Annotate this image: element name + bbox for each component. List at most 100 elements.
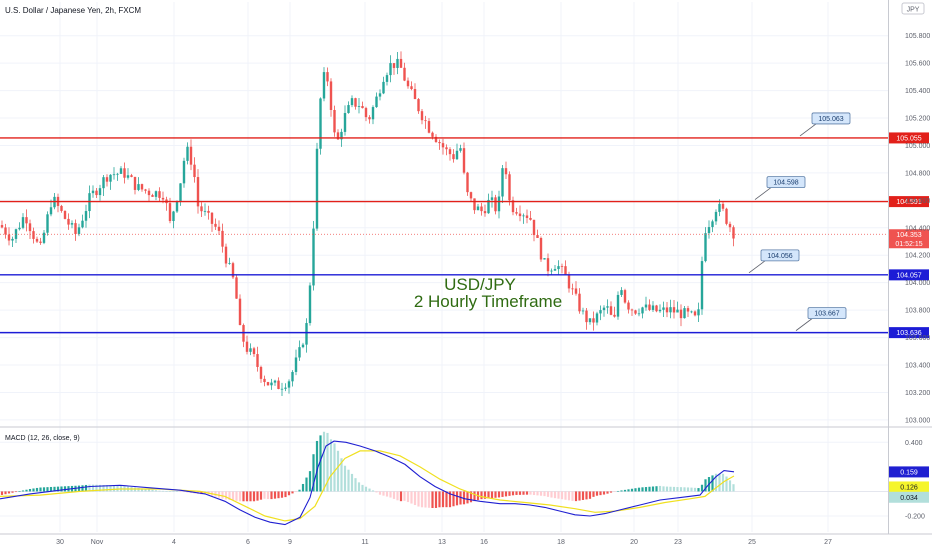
macd-histogram-bar <box>39 487 42 492</box>
macd-histogram-bar <box>665 486 669 492</box>
macd-histogram-bar <box>7 491 11 494</box>
macd-histogram-bar <box>357 482 361 492</box>
macd-histogram-bar <box>627 489 630 492</box>
macd-histogram-bar <box>585 491 588 500</box>
macd-histogram-bar <box>81 485 84 492</box>
candle-up <box>270 382 273 386</box>
candle-up <box>371 107 375 120</box>
currency-badge-box[interactable] <box>901 2 925 15</box>
candle-up <box>284 387 287 389</box>
candle-down <box>277 380 280 390</box>
candle-down <box>483 211 487 214</box>
candle-down <box>364 108 368 118</box>
macd-histogram-bar <box>319 435 322 492</box>
candle-down <box>7 234 11 241</box>
macd-histogram-bar <box>599 491 602 496</box>
candle-up <box>375 96 378 108</box>
annotation-timeframe: 2 Hourly Timeframe <box>414 292 562 311</box>
candle-up <box>459 148 462 151</box>
price-tick-label: 103.400 <box>905 363 930 370</box>
date-tick-label: 13 <box>438 539 446 546</box>
macd-histogram-bar <box>63 486 67 492</box>
macd-histogram-bar <box>459 491 462 505</box>
candle-down <box>326 72 329 82</box>
callout-label: 105.063 <box>818 116 843 123</box>
candle-up <box>550 270 553 272</box>
candle-up <box>294 357 298 372</box>
macd-histogram-bar <box>651 486 655 492</box>
candle-up <box>305 323 308 345</box>
macd-histogram-bar <box>522 491 525 495</box>
candle-down <box>361 106 364 109</box>
macd-histogram-bar <box>658 485 662 492</box>
date-tick-label: 25 <box>748 539 756 546</box>
price-tick-label: 105.400 <box>905 88 930 95</box>
macd-histogram-bar <box>697 488 700 492</box>
candle-up <box>658 309 662 312</box>
macd-histogram-bar <box>154 490 158 492</box>
macd-histogram-bar <box>242 491 245 502</box>
macd-histogram-bar <box>718 473 721 492</box>
candle-down <box>144 189 147 191</box>
candle-up <box>21 217 25 228</box>
macd-histogram-bar <box>480 491 483 500</box>
candle-up <box>315 148 319 229</box>
macd-histogram-bar <box>277 491 280 499</box>
macd-histogram-bar <box>700 484 704 492</box>
candle-up <box>18 227 21 230</box>
macd-histogram-bar <box>49 486 53 492</box>
macd-histogram-bar <box>378 491 382 495</box>
macd-histogram-bar <box>392 491 396 499</box>
candle-down <box>627 302 630 310</box>
macd-histogram-bar <box>298 489 301 492</box>
candle-down <box>567 274 571 289</box>
candle-down <box>494 197 497 212</box>
macd-histogram-bar <box>578 491 581 501</box>
macd-histogram-bar <box>315 440 319 492</box>
candle-down <box>368 117 371 120</box>
macd-histogram-bar <box>693 487 697 492</box>
level-axis-box <box>889 269 929 281</box>
candle-down <box>67 218 70 225</box>
candle-down <box>571 288 574 290</box>
candle-up <box>599 310 602 314</box>
candle-down <box>585 310 588 323</box>
date-tick-label: 6 <box>246 539 250 546</box>
macd-histogram-bar <box>557 491 560 499</box>
callout-box <box>766 176 806 188</box>
price-tick-label: 104.400 <box>905 225 930 232</box>
candle-up <box>644 304 648 308</box>
date-tick-label: 30 <box>56 539 64 546</box>
candle-down <box>217 226 221 231</box>
macd-histogram-bar <box>532 491 536 496</box>
candle-up <box>301 344 305 348</box>
macd-histogram-bar <box>312 454 315 492</box>
callout-pointer <box>754 187 772 200</box>
candle-up <box>98 188 102 196</box>
candle-up <box>49 207 53 215</box>
macd-histogram-bar <box>725 476 728 492</box>
candle-down <box>210 212 214 224</box>
candle-down <box>518 213 522 217</box>
candle-up <box>291 371 294 382</box>
macd-histogram-bar <box>634 488 637 492</box>
macd-histogram-bar <box>60 486 63 492</box>
macd-histogram-bar <box>385 491 389 497</box>
callout-pointer <box>748 260 766 274</box>
macd-histogram-bar <box>364 486 368 492</box>
macd-histogram-bar <box>630 488 634 492</box>
macd-histogram-bar <box>511 491 515 496</box>
macd-histogram-bar <box>375 491 378 493</box>
macd-histogram-bar <box>301 483 305 492</box>
macd-histogram-bar <box>340 458 343 492</box>
macd-histogram-bar <box>98 484 102 492</box>
date-tick-label: 9 <box>288 539 292 546</box>
candle-up <box>378 93 382 97</box>
date-tick-label: 11 <box>361 539 368 546</box>
macd-histogram-bar <box>448 491 452 508</box>
candle-up <box>203 210 207 212</box>
candle-down <box>25 217 28 224</box>
candle-down <box>196 177 200 207</box>
level-axis-label: 105.055 <box>896 135 921 142</box>
